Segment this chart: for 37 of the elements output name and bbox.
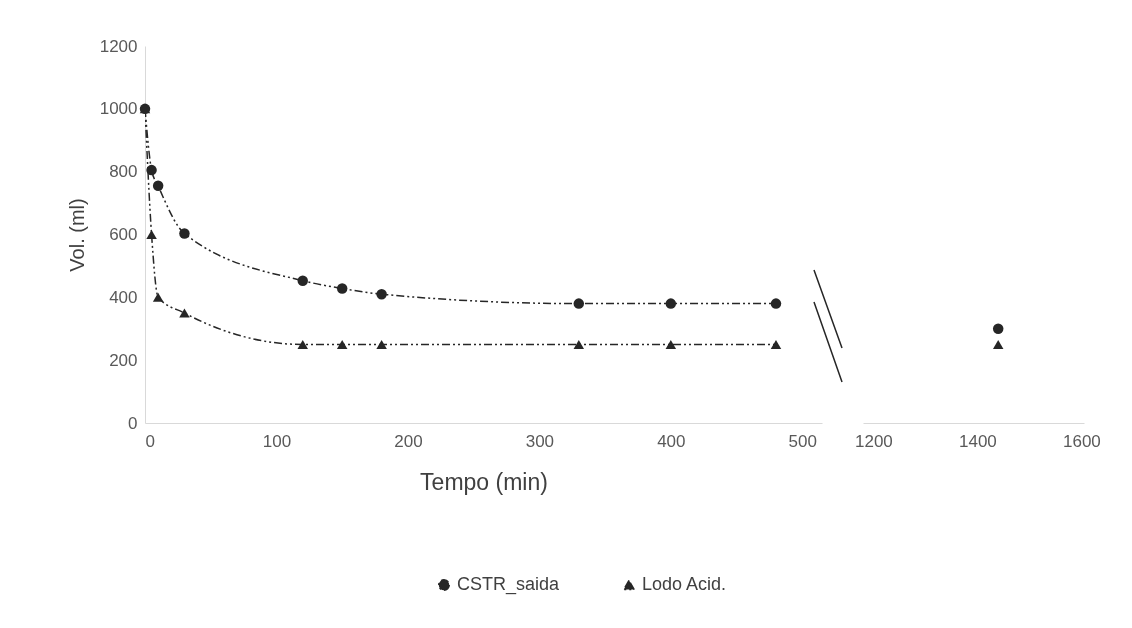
- point: [573, 339, 585, 349]
- y-tick-label: 200: [109, 350, 138, 370]
- point: [179, 308, 190, 318]
- point: [297, 339, 308, 349]
- point: [146, 164, 157, 176]
- point: [665, 339, 677, 349]
- y-tick-label: 600: [109, 225, 138, 244]
- x-tick-label: 300: [525, 431, 555, 451]
- legend-label: CSTR_saida: [457, 574, 561, 595]
- point: [770, 298, 782, 309]
- legend-label: Lodo Acid.: [642, 574, 727, 594]
- y-tick-label: 1000: [99, 99, 138, 119]
- point: [573, 298, 585, 309]
- point: [152, 180, 164, 192]
- point: [665, 298, 677, 309]
- x-tick-label: 1400: [958, 431, 997, 451]
- x-axis-title: Tempo (min): [420, 468, 548, 495]
- point: [336, 283, 348, 294]
- point: [152, 292, 164, 302]
- y-tick-label: 400: [109, 287, 138, 307]
- x-tick-label: 1200: [854, 431, 893, 451]
- x-tick-label: 1600: [1062, 431, 1101, 451]
- y-tick-label: 1200: [99, 36, 138, 56]
- y-axis-title: Vol. (ml): [65, 198, 88, 272]
- x-tick-label: 0: [145, 431, 155, 451]
- x-tick-label: 100: [262, 431, 292, 451]
- point: [770, 339, 782, 349]
- point: [376, 339, 387, 349]
- point: [297, 275, 308, 286]
- x-tick-label: 400: [657, 431, 686, 451]
- y-tick-label: 800: [109, 162, 138, 182]
- y-tick-label: 0: [128, 413, 138, 433]
- point: [336, 339, 348, 349]
- point: [179, 228, 190, 239]
- x-tick-label: 500: [788, 431, 817, 451]
- x-tick-label: 200: [394, 431, 423, 451]
- point: [376, 288, 387, 300]
